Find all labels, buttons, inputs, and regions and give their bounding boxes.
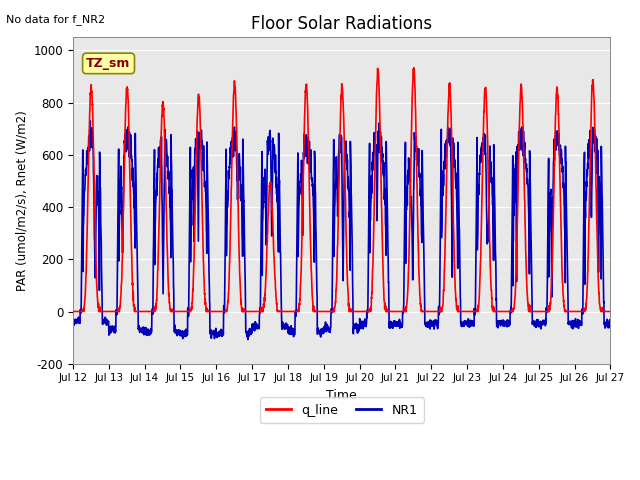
Title: Floor Solar Radiations: Floor Solar Radiations bbox=[251, 15, 432, 33]
Text: No data for f_NR2: No data for f_NR2 bbox=[6, 14, 106, 25]
Text: TZ_sm: TZ_sm bbox=[86, 57, 131, 70]
Legend: q_line, NR1: q_line, NR1 bbox=[260, 397, 424, 423]
X-axis label: Time: Time bbox=[326, 389, 357, 402]
Y-axis label: PAR (umol/m2/s), Rnet (W/m2): PAR (umol/m2/s), Rnet (W/m2) bbox=[15, 110, 28, 291]
